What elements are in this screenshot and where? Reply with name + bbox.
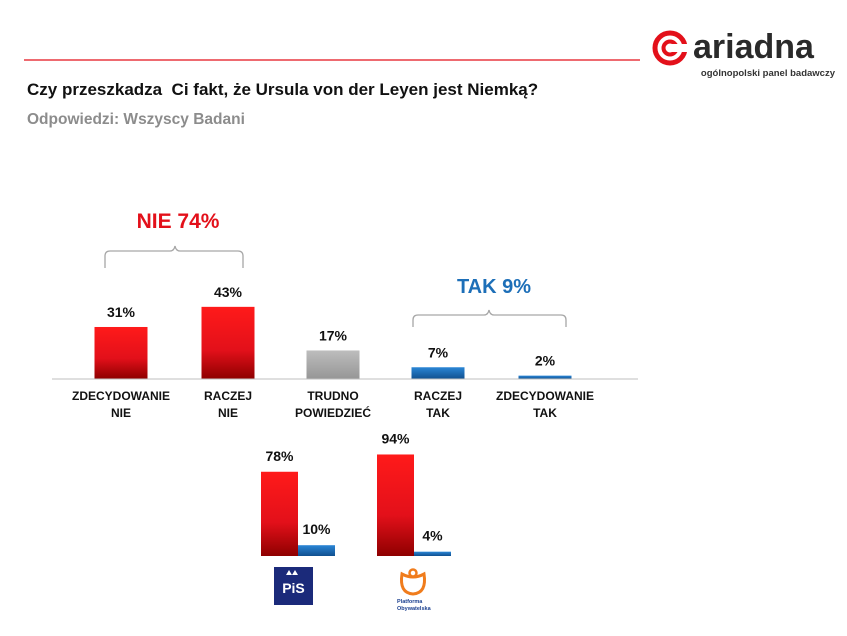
category-label-2-1: POWIEDZIEĆ — [295, 405, 371, 420]
category-label-4-0: ZDECYDOWANIE — [496, 389, 594, 403]
value-label-2: 17% — [319, 327, 348, 343]
po-logo-text-line2: Obywatelska — [397, 606, 432, 612]
party-value-label-1-0: 94% — [381, 430, 410, 446]
category-label-1-0: RACZEJ — [204, 389, 252, 403]
bar-2 — [306, 350, 360, 379]
value-label-3: 7% — [428, 344, 449, 360]
value-label-4: 2% — [535, 353, 556, 369]
value-label-1: 43% — [214, 284, 243, 300]
pis-logo-text: PiS — [282, 580, 305, 596]
party-bar-0-1 — [298, 545, 335, 556]
po-head-icon — [408, 568, 418, 578]
category-label-3-1: TAK — [426, 406, 450, 420]
brand-tagline: ogólnopolski panel badawczy — [701, 68, 836, 79]
main-bars: 31% ZDECYDOWANIE NIE 43% RACZEJ NIE 17% TRUDNO P… — [72, 284, 594, 420]
po-logo-text-line1: Platforma — [397, 599, 423, 605]
party-value-label-0-0: 78% — [265, 448, 294, 464]
bar-0 — [94, 326, 148, 379]
chart-subtitle: Odpowiedzi: Wszyscy Badani — [27, 111, 245, 128]
group-label-nie: NIE 74% — [137, 210, 220, 233]
value-label-0: 31% — [107, 304, 136, 320]
bar-3 — [411, 367, 465, 379]
group-label-tak: TAK 9% — [457, 276, 531, 298]
party-bar-1-1 — [414, 551, 451, 556]
category-label-2-0: TRUDNO — [307, 389, 358, 403]
pis-logo: PiS — [274, 567, 313, 605]
party-bar-0-0 — [261, 471, 298, 556]
bar-4 — [518, 375, 572, 379]
party-value-label-0-1: 10% — [302, 521, 331, 537]
ariadna-logo: ariadna ogólnopolski panel badawczy — [652, 28, 836, 79]
party-bars: 78% 10% 94% 4% — [261, 430, 451, 556]
category-label-0-0: ZDECYDOWANIE — [72, 389, 170, 403]
category-label-1-1: NIE — [218, 406, 238, 420]
bar-1 — [201, 306, 255, 379]
brand-name: ariadna — [693, 28, 815, 66]
ariadna-logo-icon — [652, 30, 690, 66]
group-bracket-tak — [412, 309, 567, 327]
party-value-label-1-1: 4% — [422, 528, 443, 544]
category-label-4-1: TAK — [533, 406, 557, 420]
category-label-0-1: NIE — [111, 406, 131, 420]
category-label-3-0: RACZEJ — [414, 389, 462, 403]
party-bar-1-0 — [377, 454, 414, 556]
group-bracket-nie — [104, 245, 244, 268]
chart-title: Czy przeszkadza Ci fakt, że Ursula von d… — [27, 80, 538, 99]
pis-eagle-icon — [286, 570, 298, 575]
po-logo: Platforma Obywatelska — [397, 568, 432, 612]
